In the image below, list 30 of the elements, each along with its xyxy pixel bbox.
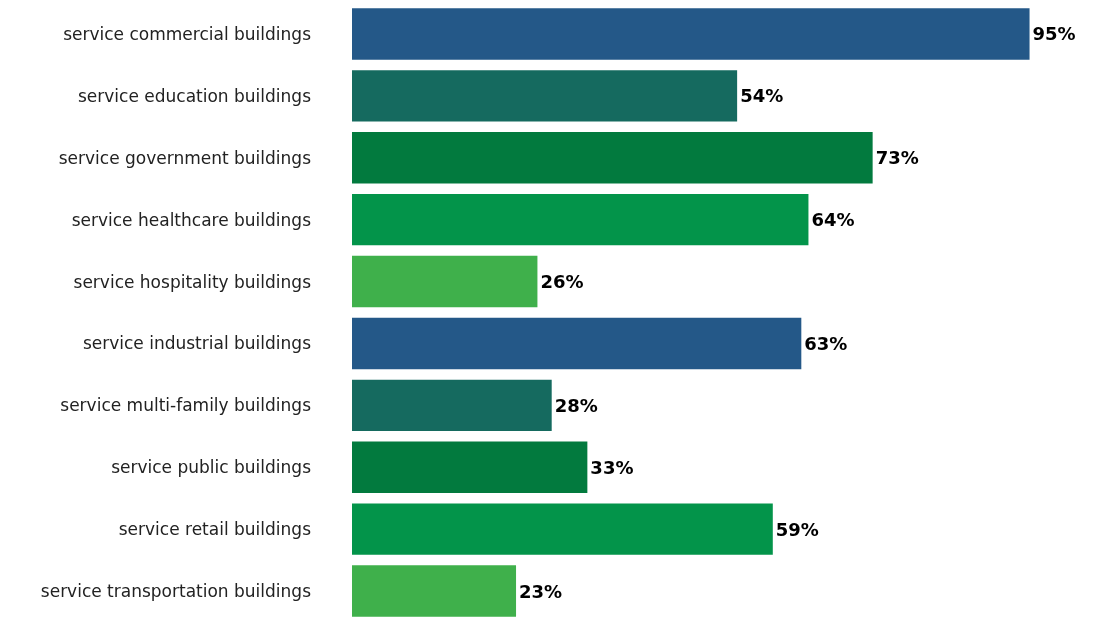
bar <box>352 503 773 555</box>
bar <box>352 255 538 308</box>
data-label: 59% <box>775 518 819 540</box>
bar <box>352 132 873 184</box>
y-tick-label: service government buildings <box>58 147 312 168</box>
y-tick-label: service transportation buildings <box>40 581 312 601</box>
bar <box>352 565 517 617</box>
bar <box>352 317 802 370</box>
bar <box>352 441 588 493</box>
y-tick-label: service commercial buildings <box>63 23 312 44</box>
data-label: 26% <box>540 271 584 293</box>
y-tick-label: service multi-family buildings <box>60 395 312 416</box>
data-label: 33% <box>590 456 634 478</box>
data-label: 23% <box>519 580 563 602</box>
data-label: 95% <box>1032 23 1076 45</box>
y-tick-label: service industrial buildings <box>82 333 312 354</box>
y-tick-label: service hospitality buildings <box>73 271 312 292</box>
bar <box>352 379 552 432</box>
data-label: 28% <box>554 394 598 416</box>
bar <box>352 70 738 122</box>
data-label: 63% <box>804 332 848 354</box>
y-tick-label: service public buildings <box>111 457 312 478</box>
data-label: 54% <box>740 85 784 107</box>
bar <box>352 193 809 246</box>
y-tick-label: service healthcare buildings <box>71 209 312 230</box>
y-tick-label: service education buildings <box>77 85 312 106</box>
data-label: 73% <box>875 147 919 169</box>
bar <box>352 8 1030 60</box>
y-tick-label: service retail buildings <box>118 519 312 540</box>
data-label: 64% <box>811 209 855 231</box>
